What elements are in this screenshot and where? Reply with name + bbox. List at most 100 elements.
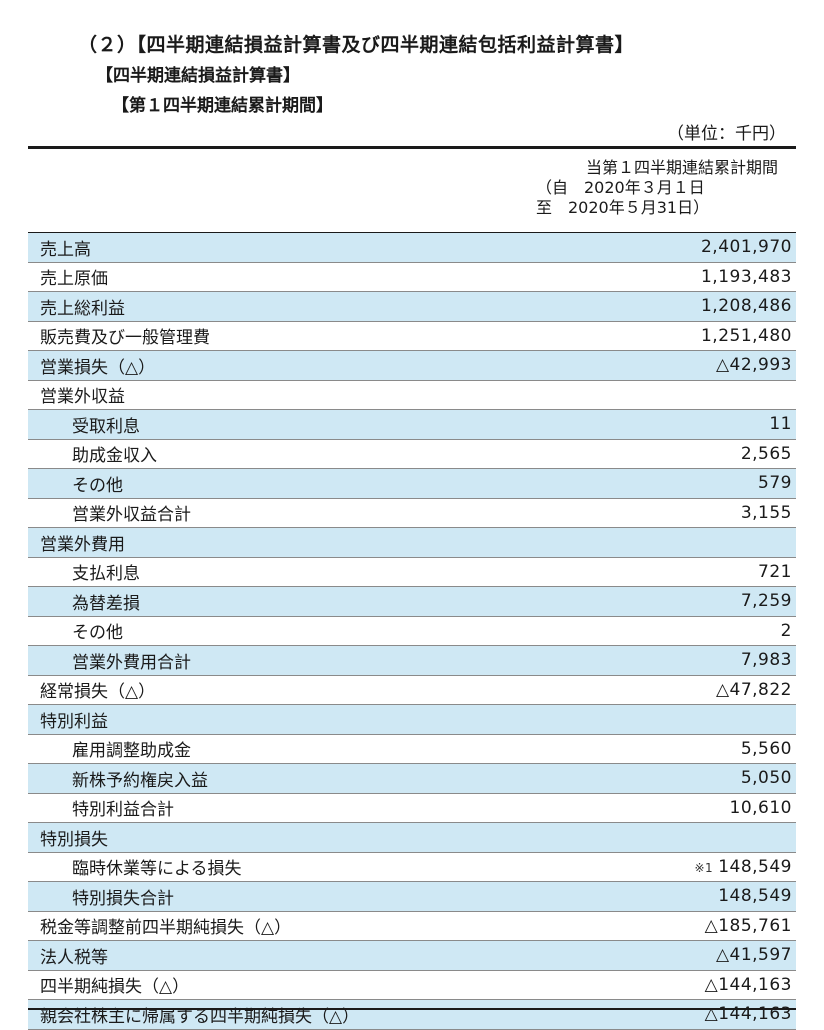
row-label: 特別損失合計 xyxy=(28,881,516,912)
row-value-cell: 3,155 xyxy=(516,497,796,528)
row-value-cell: 10,610 xyxy=(516,792,796,823)
income-statement-body: 売上高 2,401,970 売上原価 1,193,483 売上総利益 1,208,486 販… xyxy=(28,233,796,1030)
table-row: 営業外費用 xyxy=(28,527,796,558)
row-label: 為替差損 xyxy=(28,586,516,617)
row-value: 3,155 xyxy=(740,502,792,523)
row-label: 税金等調整前四半期純損失（△） xyxy=(28,911,516,941)
row-value: △185,761 xyxy=(704,915,792,936)
table-row: 営業外収益合計 3,155 xyxy=(28,497,796,528)
statement-sub-heading: 【四半期連結損益計算書】 xyxy=(96,66,300,86)
row-value-cell: △41,597 xyxy=(516,940,796,971)
row-value-cell: 5,560 xyxy=(516,734,796,764)
row-value-cell: 2,401,970 xyxy=(516,233,796,263)
row-value: 11 xyxy=(769,414,792,435)
row-value: 10,610 xyxy=(729,797,792,818)
table-row: 親会社株主に帰属する四半期純損失（△） △144,163 xyxy=(28,999,796,1030)
row-value-cell: △42,993 xyxy=(516,350,796,381)
row-label: 雇用調整助成金 xyxy=(28,734,516,764)
row-value-cell xyxy=(516,380,796,410)
table-row: 営業外収益 xyxy=(28,380,796,410)
column-header-period-title: 当第１四半期連結累計期間 xyxy=(585,158,778,177)
table-row: 受取利息 11 xyxy=(28,409,796,440)
table-row: 税金等調整前四半期純損失（△） △185,761 xyxy=(28,910,796,941)
row-value-cell: 2 xyxy=(516,616,796,646)
table-row: 支払利息 721 xyxy=(28,557,796,587)
row-value-cell: 7,983 xyxy=(516,645,796,676)
row-label: 特別利益合計 xyxy=(28,793,516,823)
unit-label: （単位：千円） xyxy=(667,124,786,144)
row-label: 売上原価 xyxy=(28,262,516,292)
period-heading: 【第１四半期連結累計期間】 xyxy=(112,96,333,116)
row-label: 営業外収益 xyxy=(28,380,516,410)
table-row: 営業外費用合計 7,983 xyxy=(28,645,796,676)
column-header-to-date: 至 2020年５月31日） xyxy=(536,198,710,217)
row-label: 支払利息 xyxy=(28,557,516,587)
table-row: 経常損失（△） △47,822 xyxy=(28,674,796,705)
table-row: 雇用調整助成金 5,560 xyxy=(28,734,796,764)
row-label: 新株予約権戻入益 xyxy=(28,763,516,794)
table-row: 販売費及び一般管理費 1,251,480 xyxy=(28,321,796,351)
row-value: 5,560 xyxy=(740,738,792,759)
row-label: 法人税等 xyxy=(28,940,516,971)
table-row: 四半期純損失（△） △144,163 xyxy=(28,969,796,1000)
column-header: 当第１四半期連結累計期間 （自 2020年３月１日 至 2020年５月31日） xyxy=(518,158,778,218)
row-label: 臨時休業等による損失 xyxy=(28,852,516,882)
table-row: 売上総利益 1,208,486 xyxy=(28,291,796,322)
row-value: 2,401,970 xyxy=(700,237,792,258)
row-value-cell: △185,761 xyxy=(516,910,796,941)
row-label: 販売費及び一般管理費 xyxy=(28,321,516,351)
table-row: 助成金収入 2,565 xyxy=(28,439,796,469)
row-value-cell: 7,259 xyxy=(516,586,796,617)
row-value-cell: 1,251,480 xyxy=(516,321,796,351)
row-value: △47,822 xyxy=(715,679,792,700)
row-value-cell: 579 xyxy=(516,468,796,499)
row-value: 1,208,486 xyxy=(700,296,792,317)
row-label: 営業外収益合計 xyxy=(28,498,516,528)
row-value: 1,193,483 xyxy=(700,266,792,287)
row-label: 四半期純損失（△） xyxy=(28,970,516,1000)
table-row: 売上原価 1,193,483 xyxy=(28,262,796,292)
row-value-cell: △144,163 xyxy=(516,969,796,1000)
income-statement-table: 売上高 2,401,970 売上原価 1,193,483 売上総利益 1,208,486 販… xyxy=(28,233,796,1030)
row-value: 2,565 xyxy=(740,443,792,464)
row-value-cell: △47,822 xyxy=(516,674,796,705)
row-value: 5,050 xyxy=(740,768,792,789)
row-label: 経常損失（△） xyxy=(28,675,516,705)
row-value-cell: △144,163 xyxy=(516,999,796,1030)
footnote-marker: ※1 xyxy=(694,860,714,875)
table-row: 特別損失 xyxy=(28,822,796,853)
row-value-cell xyxy=(516,527,796,558)
row-label: 営業損失（△） xyxy=(28,350,516,381)
row-label: 特別利益 xyxy=(28,704,516,735)
row-value: 148,549 xyxy=(718,886,792,907)
row-value: △144,163 xyxy=(704,974,792,995)
row-value: 721 xyxy=(758,561,792,582)
table-row: その他 2 xyxy=(28,616,796,646)
statement-main-heading: （２）【四半期連結損益計算書及び四半期連結包括利益計算書】 xyxy=(78,34,635,56)
row-label: 助成金収入 xyxy=(28,439,516,469)
row-label: 親会社株主に帰属する四半期純損失（△） xyxy=(28,999,516,1030)
row-value: 2 xyxy=(780,620,792,641)
table-row: 特別利益合計 10,610 xyxy=(28,792,796,823)
row-value: 1,251,480 xyxy=(700,325,792,346)
row-value-cell: 1,208,486 xyxy=(516,291,796,322)
table-row: その他 579 xyxy=(28,468,796,499)
row-value: 148,549 xyxy=(718,856,792,877)
row-label: その他 xyxy=(28,468,516,499)
row-label: 売上高 xyxy=(28,233,516,263)
row-label: 売上総利益 xyxy=(28,291,516,322)
header-rule xyxy=(28,232,796,233)
row-value: 7,983 xyxy=(740,650,792,671)
row-value: △41,597 xyxy=(715,945,792,966)
row-label: 営業外費用 xyxy=(28,527,516,558)
table-row: 臨時休業等による損失 ※1 148,549 xyxy=(28,852,796,882)
row-value: 579 xyxy=(758,473,792,494)
table-row: 特別損失合計 148,549 xyxy=(28,881,796,912)
row-value: △42,993 xyxy=(715,355,792,376)
row-label: 受取利息 xyxy=(28,409,516,440)
row-label: 特別損失 xyxy=(28,822,516,853)
table-row: 特別利益 xyxy=(28,704,796,735)
row-value-cell: 1,193,483 xyxy=(516,262,796,292)
row-value: 7,259 xyxy=(740,591,792,612)
